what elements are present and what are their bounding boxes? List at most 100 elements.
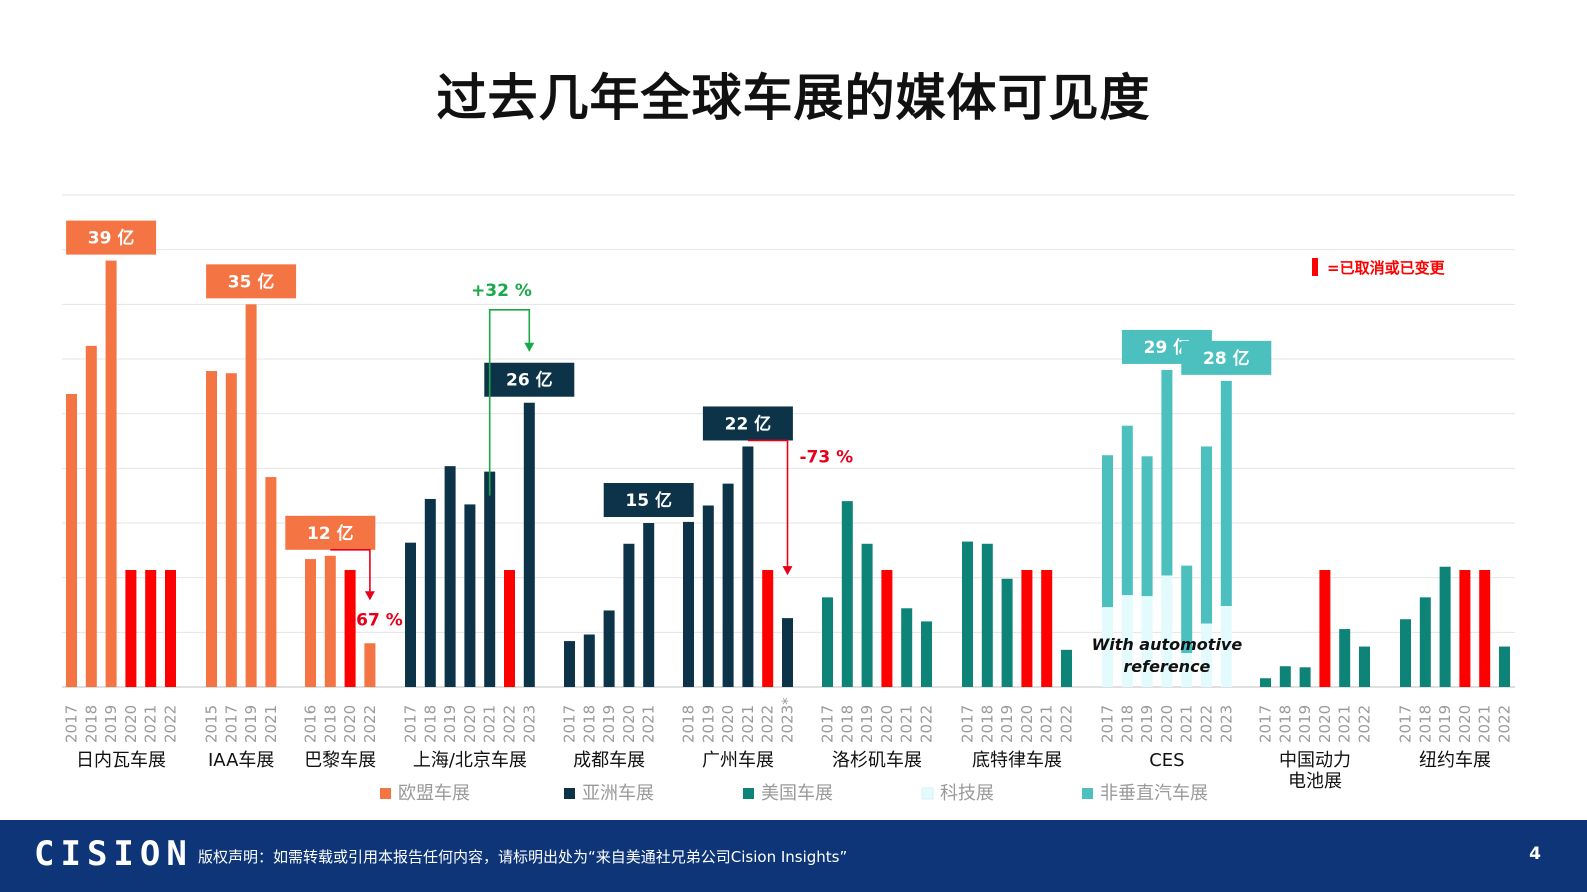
cancelled-legend-swatch <box>1312 258 1318 276</box>
show-group: 2017 2018 2019 2020 2021 2022 底特律车展 <box>959 541 1076 771</box>
peak-value-badge <box>702 406 793 441</box>
year-tick-label: 2023* <box>779 697 797 743</box>
year-tick-label: 2022 <box>918 705 936 743</box>
year-tick-label: 2021 <box>1476 705 1494 743</box>
show-name-label: 洛杉矶车展 <box>832 750 922 771</box>
year-tick-label: 2019 <box>441 705 459 743</box>
page-title: 过去几年全球车展的媒体可见度 <box>436 69 1151 127</box>
bar <box>564 641 575 687</box>
year-tick-label: 2023 <box>520 705 538 743</box>
show-name-label: 中国动力 <box>1279 750 1351 771</box>
show-group: 2017 2018 2019 2020 2021 成都车展 <box>561 523 658 771</box>
year-tick-label: 2019 <box>699 705 717 743</box>
bar <box>1279 666 1291 687</box>
year-tick-label: 2018 <box>1118 705 1136 743</box>
peak-value-label: 12 亿 <box>307 523 354 544</box>
bar <box>305 559 316 687</box>
year-tick-label: 2020 <box>461 705 479 743</box>
bar <box>225 373 237 687</box>
year-tick-label: 2022 <box>1198 705 1216 743</box>
bar-non-vertical <box>1220 380 1232 607</box>
show-group: 2017 2018 2019 2020 2021 2022 纽约车展 <box>1397 566 1514 771</box>
year-tick-label: 2022 <box>501 705 519 743</box>
year-tick-label: 2020 <box>122 705 140 743</box>
year-tick-label: 2021 <box>481 705 499 743</box>
bar-non-vertical <box>1161 369 1173 576</box>
bar <box>623 543 635 687</box>
legend-swatch <box>564 788 575 799</box>
year-tick-label: 2018 <box>838 705 856 743</box>
change-arrow-line <box>330 549 371 600</box>
show-group: 2018 2019 2020 2021 2022 2023* 广州车展 <box>680 446 797 771</box>
bar <box>643 523 655 687</box>
bar <box>405 542 416 687</box>
year-tick-label: 2017 <box>222 705 240 743</box>
bar-cancelled <box>145 570 157 687</box>
bar <box>1499 646 1510 687</box>
year-tick-label: 2019 <box>1296 705 1314 743</box>
year-tick-label: 2017 <box>959 705 977 743</box>
peak-value-badge <box>285 515 376 550</box>
bar <box>1400 619 1411 687</box>
year-tick-label: 2018 <box>1276 705 1294 743</box>
year-tick-label: 2021 <box>262 705 280 743</box>
peak-value-label: 35 亿 <box>228 271 275 292</box>
show-name-label: IAA车展 <box>208 750 274 771</box>
bar <box>702 505 714 687</box>
bar <box>484 471 496 687</box>
legend-label: 非垂直汽车展 <box>1100 783 1208 804</box>
year-tick-label: 2019 <box>102 705 120 743</box>
year-tick-label: 2020 <box>1158 705 1176 743</box>
bar <box>1419 597 1431 687</box>
peak-value-badge <box>1181 340 1272 375</box>
bar <box>424 498 436 687</box>
bar <box>245 304 257 687</box>
automotive-reference-note: reference <box>1123 657 1210 676</box>
year-tick-label: 2021 <box>898 705 916 743</box>
bar-tech-automotive <box>1201 623 1212 687</box>
bar <box>1299 667 1311 687</box>
year-tick-label: 2018 <box>580 705 598 743</box>
year-tick-label: 2019 <box>1138 705 1156 743</box>
bar <box>583 634 595 687</box>
year-tick-label: 2020 <box>341 705 359 743</box>
year-tick-label: 2020 <box>620 705 638 743</box>
bar-non-vertical <box>1181 565 1193 654</box>
bar-cancelled <box>762 570 774 687</box>
year-tick-label: 2017 <box>819 705 837 743</box>
year-tick-label: 2017 <box>1397 705 1415 743</box>
show-name-label: 电池展 <box>1288 771 1342 792</box>
year-tick-label: 2018 <box>1416 705 1434 743</box>
peak-value-label: 29 亿 <box>1144 337 1191 358</box>
bar <box>1061 649 1072 687</box>
peak-value-label: 28 亿 <box>1203 348 1250 369</box>
year-tick-label: 2019 <box>1436 705 1454 743</box>
year-tick-label: 2021 <box>1038 705 1056 743</box>
bar-cancelled <box>1021 570 1033 687</box>
bar <box>1260 678 1271 687</box>
show-name-label: 巴黎车展 <box>304 750 376 771</box>
year-tick-label: 2018 <box>421 705 439 743</box>
year-tick-label: 2018 <box>978 705 996 743</box>
year-tick-label: 2019 <box>600 705 618 743</box>
bar <box>683 521 694 687</box>
bar-tech-automotive <box>1141 596 1153 687</box>
bar <box>105 260 117 687</box>
bar-tech-automotive <box>1102 607 1113 687</box>
peak-value-badge <box>484 362 575 397</box>
show-group: 2017 2018 2019 2020 2021 2022 2023 上海/北京车展 <box>402 402 538 771</box>
legend-label: 科技展 <box>940 783 994 804</box>
bar <box>861 543 873 687</box>
year-tick-label: 2022 <box>361 705 379 743</box>
show-name-label: 底特律车展 <box>972 750 1062 771</box>
copyright-notice: 版权声明：如需转载或引用本报告任何内容，请标明出处为“来自美通社兄弟公司Cisi… <box>198 848 848 866</box>
bar <box>921 621 932 687</box>
show-name-label: 纽约车展 <box>1419 750 1491 771</box>
legend-swatch <box>743 788 754 799</box>
bar <box>265 477 277 687</box>
change-arrow-head <box>364 591 375 601</box>
bar-cancelled <box>1041 570 1053 687</box>
bar <box>742 446 754 687</box>
show-name-label: 成都车展 <box>573 750 645 771</box>
footer-bar: CISION 版权声明：如需转载或引用本报告任何内容，请标明出处为“来自美通社兄… <box>0 820 1587 892</box>
